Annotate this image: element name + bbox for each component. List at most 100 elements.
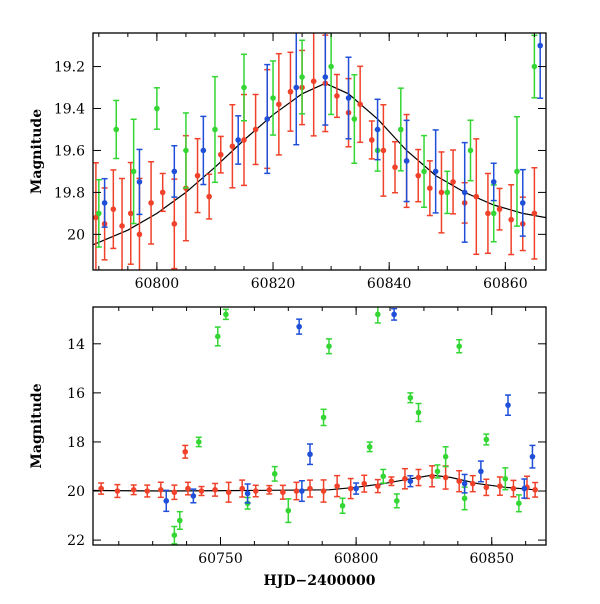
bottom-red-point-33 — [182, 444, 189, 459]
bottom-red-marker-26 — [456, 478, 462, 485]
bottom-green-point-18 — [515, 494, 522, 513]
top-green-point-12 — [397, 87, 404, 172]
top-red-marker-35 — [485, 210, 491, 217]
top-red-point-4 — [127, 161, 134, 265]
top-red-point-34 — [473, 138, 480, 256]
top-green-point-0 — [95, 178, 102, 248]
bottom-red-marker-25 — [442, 474, 449, 481]
bottom-green-point-16 — [393, 493, 400, 509]
bottom-blue-marker-13 — [478, 468, 484, 475]
bottom-blue-point-4 — [307, 443, 314, 466]
top-green-marker-17 — [514, 168, 520, 175]
top-xtick-label-1: 60820 — [251, 276, 296, 292]
top-red-marker-2 — [110, 206, 117, 212]
bottom-red-point-19 — [361, 474, 368, 493]
bottom-blue-point-11 — [521, 478, 528, 499]
bottom-green-point-7 — [320, 408, 327, 427]
bottom-plot-area — [93, 307, 539, 545]
bottom-ytick-label-4: 22 — [67, 533, 85, 549]
top-green-point-15 — [467, 119, 474, 182]
bottom-blue-marker-8 — [353, 485, 359, 492]
top-green-point-7 — [270, 60, 277, 136]
bottom-red-point-32 — [532, 481, 539, 498]
top-blue-marker-13 — [490, 179, 497, 185]
bottom-green-marker-2 — [326, 343, 332, 350]
top-red-marker-34 — [473, 193, 480, 200]
top-green-marker-15 — [467, 147, 474, 154]
bottom-blue-point-10 — [461, 473, 468, 494]
bottom-frame — [92, 306, 547, 546]
bottom-red-point-12 — [266, 484, 273, 495]
top-red-point-29 — [415, 148, 422, 203]
bottom-red-marker-27 — [469, 480, 476, 487]
top-red-marker-24 — [357, 101, 363, 108]
bottom-red-marker-28 — [483, 484, 490, 491]
top-red-marker-4 — [127, 210, 134, 217]
top-red-point-0 — [93, 162, 99, 270]
bottom-red-marker-32 — [532, 486, 538, 493]
top-green-marker-16 — [490, 210, 497, 217]
bottom-red-marker-3 — [144, 488, 151, 494]
top-model-curve — [93, 82, 546, 246]
top-red-marker-27 — [392, 164, 398, 171]
top-green-marker-14 — [444, 189, 451, 196]
bottom-green-marker-23 — [502, 475, 509, 482]
bottom-red-marker-17 — [334, 483, 340, 489]
bottom-red-marker-13 — [280, 489, 286, 496]
bottom-red-marker-8 — [212, 486, 218, 493]
bottom-green-point-20 — [271, 465, 278, 482]
top-red-point-25 — [368, 120, 375, 160]
top-blue-marker-12 — [461, 189, 468, 196]
bottom-red-point-26 — [456, 469, 463, 493]
bottom-red-marker-16 — [320, 488, 327, 494]
bottom-green-marker-1 — [223, 311, 229, 318]
bottom-green-marker-5 — [456, 343, 462, 350]
bottom-blue-marker-1 — [391, 311, 397, 318]
top-green-point-1 — [113, 99, 120, 160]
bottom-xtick-label-1: 60800 — [334, 551, 379, 567]
bottom-green-marker-22 — [434, 468, 441, 475]
top-blue-point-6 — [293, 33, 300, 146]
top-red-marker-17 — [276, 101, 282, 108]
top-red-marker-20 — [310, 78, 317, 85]
top-red-point-36 — [496, 187, 503, 231]
bottom-green-marker-6 — [195, 439, 202, 445]
top-red-marker-37 — [508, 216, 514, 223]
bottom-ytick-label-3: 20 — [67, 484, 85, 500]
bottom-green-marker-7 — [320, 414, 327, 421]
bottom-green-point-12 — [176, 510, 183, 531]
bottom-ytick-label-2: 18 — [67, 435, 85, 451]
bottom-red-marker-9 — [225, 489, 232, 496]
top-plot-area — [93, 33, 546, 270]
bottom-red-marker-7 — [198, 488, 205, 494]
top-red-marker-29 — [415, 172, 422, 179]
top-red-point-12 — [217, 135, 224, 174]
bottom-green-marker-21 — [380, 473, 387, 480]
bottom-red-marker-0 — [98, 485, 104, 492]
top-red-point-2 — [110, 169, 117, 250]
bottom-blue-marker-10 — [461, 480, 468, 487]
bottom-blue-marker-5 — [190, 493, 197, 499]
top-green-point-14 — [444, 170, 451, 215]
top-green-point-4 — [182, 112, 189, 189]
top-green-marker-3 — [154, 105, 160, 112]
bottom-ylabel: Magnitude — [29, 383, 45, 468]
top-blue-point-7 — [322, 33, 329, 126]
bottom-red-marker-1 — [114, 488, 121, 494]
bottom-red-marker-10 — [239, 485, 245, 492]
top-red-marker-32 — [450, 179, 456, 185]
top-red-marker-39 — [531, 210, 538, 217]
bottom-red-marker-15 — [307, 485, 313, 492]
top-blue-point-4 — [235, 115, 242, 165]
bottom-red-point-3 — [144, 484, 151, 498]
bottom-green-point-2 — [325, 338, 332, 355]
bottom-red-point-4 — [157, 481, 164, 499]
top-red-point-15 — [252, 93, 259, 166]
top-panel-zoomed-light-curve: 60800 60820 60840 60860 19.2 19.4 19.6 19.8 20 Ma… — [29, 32, 547, 292]
bottom-red-marker-2 — [130, 486, 137, 493]
top-green-marker-0 — [96, 210, 102, 217]
bottom-blue-point-7 — [298, 479, 305, 503]
top-xtick-label-3: 60860 — [483, 276, 528, 292]
top-red-point-30 — [426, 160, 433, 217]
